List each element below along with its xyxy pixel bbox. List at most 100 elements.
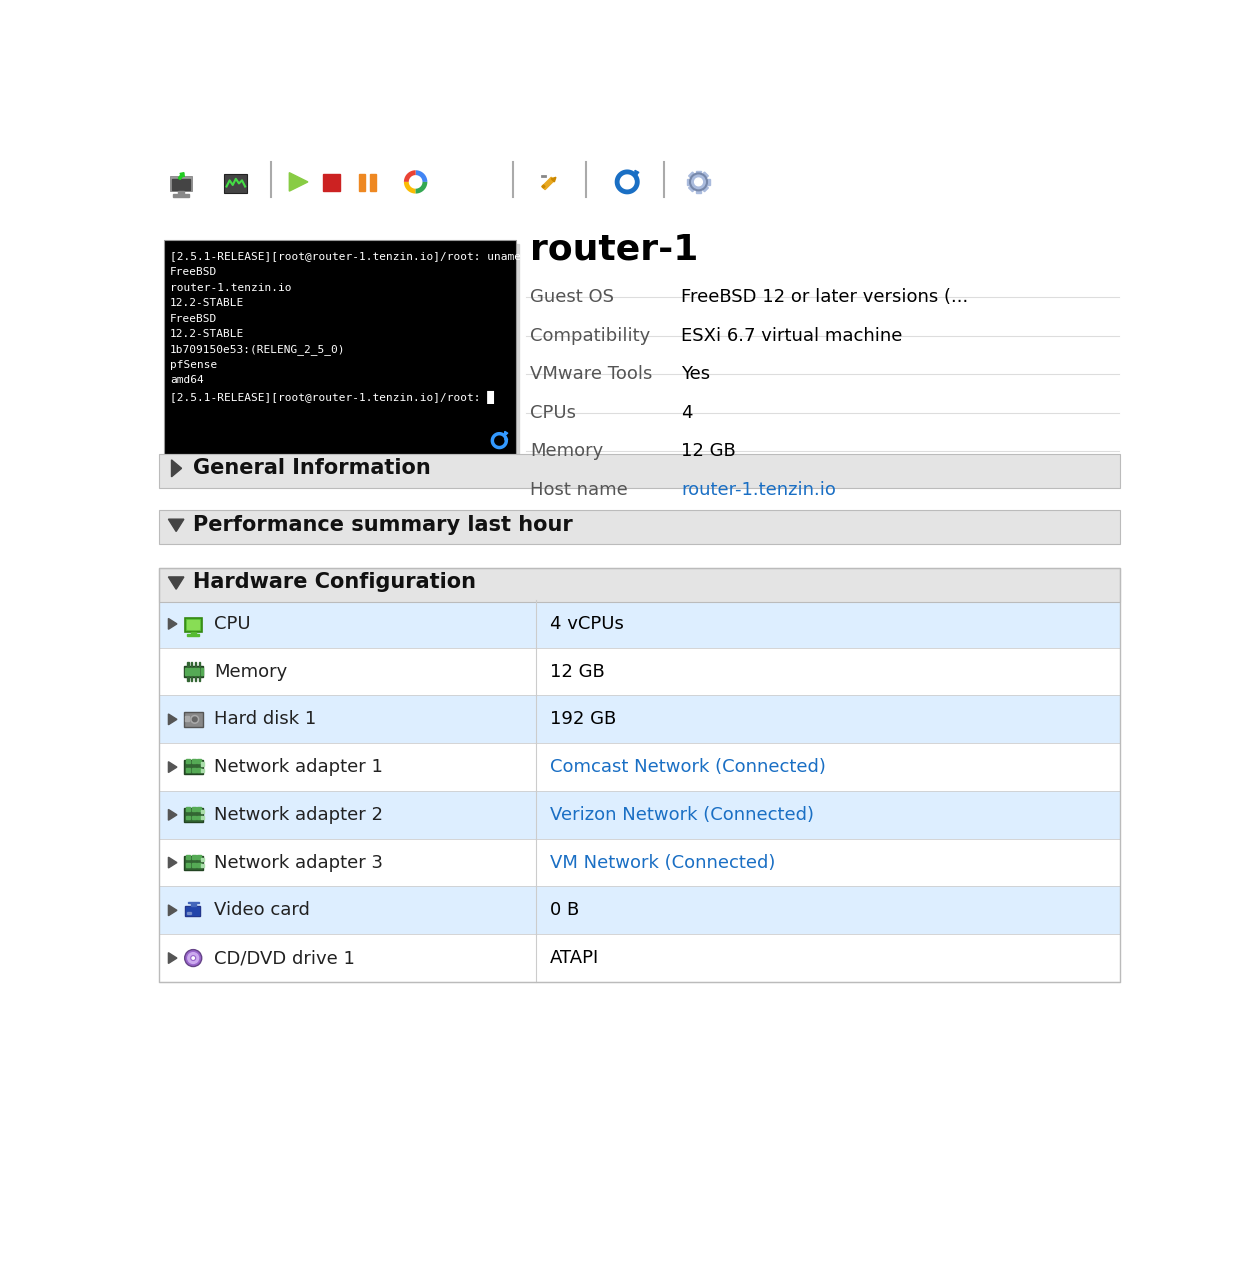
Bar bbox=[197, 815, 201, 819]
Bar bbox=[198, 663, 200, 667]
Text: CPU: CPU bbox=[215, 614, 251, 633]
Bar bbox=[198, 677, 200, 681]
Bar bbox=[158, 647, 1121, 696]
Bar bbox=[323, 174, 341, 191]
Text: [2.5.1-RELEASE][root@router-1.tenzin.io]/root: █: [2.5.1-RELEASE][root@router-1.tenzin.io]… bbox=[170, 391, 494, 403]
Text: 12 GB: 12 GB bbox=[549, 663, 604, 681]
Text: Hard disk 1: Hard disk 1 bbox=[215, 710, 317, 729]
Polygon shape bbox=[542, 177, 554, 190]
Bar bbox=[158, 838, 1121, 887]
Bar bbox=[185, 716, 190, 717]
Bar bbox=[185, 618, 202, 632]
Bar bbox=[201, 810, 205, 813]
Polygon shape bbox=[168, 953, 177, 963]
Polygon shape bbox=[168, 857, 177, 868]
Circle shape bbox=[187, 953, 198, 963]
Bar bbox=[170, 176, 192, 191]
Bar bbox=[192, 768, 196, 772]
Bar bbox=[158, 934, 1121, 982]
Text: FreeBSD: FreeBSD bbox=[170, 267, 217, 277]
Text: 192 GB: 192 GB bbox=[549, 710, 617, 729]
Bar bbox=[191, 903, 196, 906]
Bar bbox=[201, 857, 205, 861]
Bar bbox=[197, 855, 201, 859]
Bar bbox=[186, 855, 190, 859]
Polygon shape bbox=[290, 173, 308, 191]
Polygon shape bbox=[168, 577, 183, 589]
Bar bbox=[186, 759, 190, 763]
Bar bbox=[197, 864, 201, 868]
Bar bbox=[158, 600, 1121, 647]
Bar bbox=[187, 663, 188, 667]
Text: Network adapter 1: Network adapter 1 bbox=[215, 758, 383, 776]
Text: 12.2-STABLE: 12.2-STABLE bbox=[170, 329, 245, 338]
Text: Yes: Yes bbox=[681, 365, 710, 383]
Polygon shape bbox=[168, 519, 183, 532]
Text: router-1: router-1 bbox=[530, 233, 699, 267]
Text: Video card: Video card bbox=[215, 902, 310, 920]
Polygon shape bbox=[168, 904, 177, 916]
Bar bbox=[158, 791, 1121, 838]
Bar bbox=[183, 808, 202, 822]
Bar bbox=[192, 759, 196, 763]
Bar bbox=[167, 243, 519, 458]
Text: Memory: Memory bbox=[530, 443, 604, 460]
Text: Compatibility: Compatibility bbox=[530, 327, 650, 345]
Polygon shape bbox=[168, 618, 177, 630]
Bar bbox=[186, 768, 190, 772]
Circle shape bbox=[185, 950, 202, 967]
Bar bbox=[185, 720, 190, 721]
Bar bbox=[689, 184, 696, 192]
Text: Host name: Host name bbox=[530, 481, 628, 499]
Bar bbox=[193, 668, 196, 675]
Text: amd64: amd64 bbox=[170, 375, 203, 385]
Text: 4 vCPUs: 4 vCPUs bbox=[549, 614, 624, 633]
Bar bbox=[195, 677, 196, 681]
Text: ESXi 6.7 virtual machine: ESXi 6.7 virtual machine bbox=[681, 327, 902, 345]
Bar bbox=[201, 768, 205, 772]
Bar bbox=[192, 864, 196, 868]
Text: Comcast Network (Connected): Comcast Network (Connected) bbox=[549, 758, 826, 776]
Text: 0 B: 0 B bbox=[549, 902, 579, 920]
Circle shape bbox=[192, 717, 197, 721]
Text: FreeBSD: FreeBSD bbox=[170, 314, 217, 323]
Bar bbox=[183, 856, 202, 870]
Bar bbox=[171, 179, 190, 190]
Bar bbox=[183, 667, 202, 677]
Bar bbox=[186, 864, 190, 868]
Bar bbox=[186, 907, 198, 915]
Bar bbox=[158, 887, 1121, 934]
Bar bbox=[359, 174, 366, 191]
Text: router-1.tenzin.io: router-1.tenzin.io bbox=[170, 282, 292, 293]
Bar bbox=[201, 762, 205, 766]
Bar bbox=[158, 510, 1121, 544]
Bar bbox=[163, 240, 517, 454]
Bar bbox=[369, 174, 376, 191]
Text: Network adapter 3: Network adapter 3 bbox=[215, 854, 383, 871]
Bar bbox=[197, 668, 200, 675]
Polygon shape bbox=[168, 809, 177, 820]
Bar bbox=[700, 184, 709, 192]
Polygon shape bbox=[168, 762, 177, 772]
Bar bbox=[197, 768, 201, 772]
Text: Verizon Network (Connected): Verizon Network (Connected) bbox=[549, 806, 814, 824]
Bar bbox=[187, 633, 200, 636]
Text: Performance summary last hour: Performance summary last hour bbox=[193, 515, 573, 534]
Bar bbox=[187, 619, 200, 630]
Bar bbox=[700, 172, 709, 179]
Bar bbox=[183, 761, 202, 775]
Bar bbox=[688, 179, 693, 184]
Bar bbox=[195, 663, 196, 667]
Bar bbox=[704, 179, 710, 184]
Polygon shape bbox=[171, 460, 181, 477]
Text: VM Network (Connected): VM Network (Connected) bbox=[549, 854, 775, 871]
Bar bbox=[191, 663, 192, 667]
Bar bbox=[192, 815, 196, 819]
Bar bbox=[187, 902, 198, 903]
Bar bbox=[190, 668, 192, 675]
Text: FreeBSD 12 or later versions (...: FreeBSD 12 or later versions (... bbox=[681, 289, 968, 307]
Text: Hardware Configuration: Hardware Configuration bbox=[193, 572, 477, 593]
Text: 12.2-STABLE: 12.2-STABLE bbox=[170, 298, 245, 308]
Bar bbox=[201, 817, 205, 819]
Text: ATAPI: ATAPI bbox=[549, 949, 599, 967]
